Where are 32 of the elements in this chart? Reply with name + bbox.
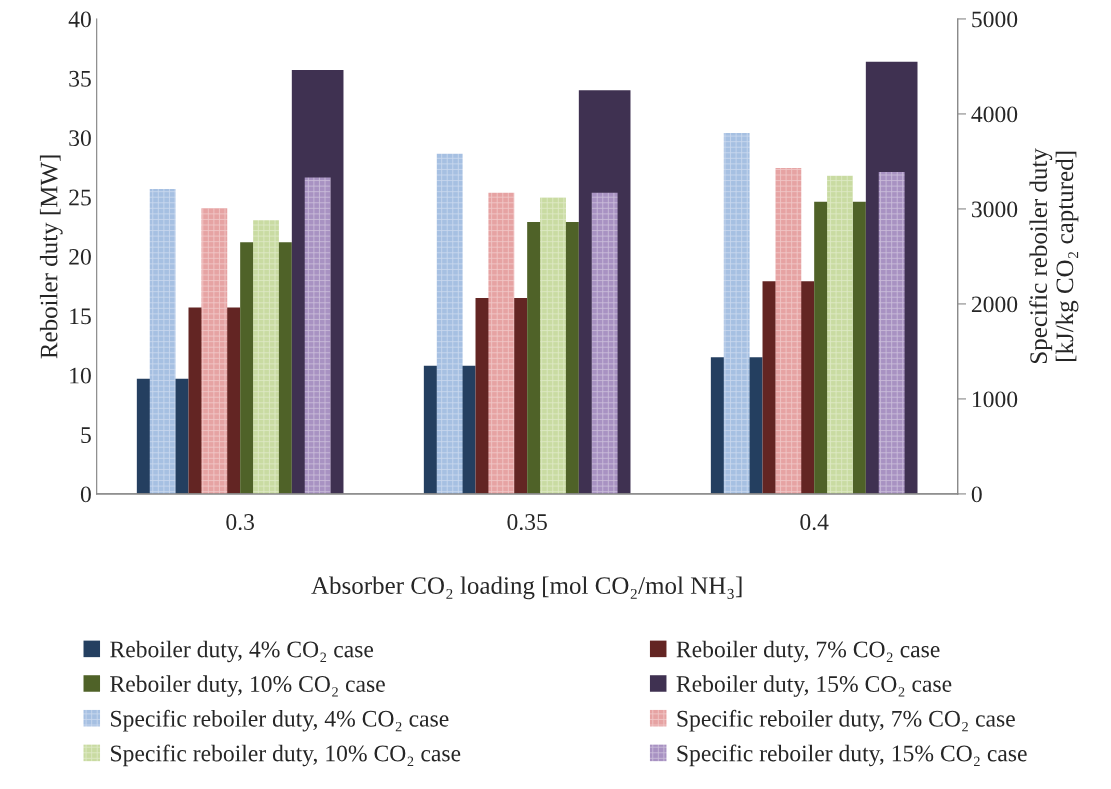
legend-label: Reboiler duty, 15% CO₂ case <box>676 675 952 697</box>
bar <box>304 177 331 494</box>
y-tick-label: 25 <box>69 189 91 206</box>
y-tick-label: 20 <box>69 248 91 265</box>
y-axis-title: Reboiler duty [MW] <box>39 155 63 359</box>
bar <box>591 192 618 494</box>
legend-label: Specific reboiler duty, 15% CO₂ case <box>677 744 1027 767</box>
y-tick-label: 30 <box>69 130 91 147</box>
x-axis-title: Absorber CO₂ loading [mol CO₂/mol NH₃] <box>311 576 742 600</box>
legend-label: Specific reboiler duty, 10% CO₂ case <box>111 744 461 767</box>
y2-tick-label: 0 <box>971 486 982 503</box>
y-tick-label: 5 <box>81 427 91 443</box>
legend-label: Reboiler duty, 7% CO₂ case <box>676 640 940 663</box>
y-tick-label: 40 <box>68 11 91 28</box>
x-tick-label: 0.3 <box>226 514 254 531</box>
y2-tick-label: 1000 <box>972 391 1018 408</box>
legend-label: Reboiler duty, 10% CO₂ case <box>110 675 385 697</box>
bar <box>878 171 905 494</box>
legend-label: Reboiler duty, 4% CO₂ case <box>110 640 374 663</box>
y2-tick-label: 5000 <box>972 11 1018 28</box>
y-tick-label: 0 <box>80 486 91 503</box>
legend-label: Specific reboiler duty, 4% CO₂ case <box>111 709 449 732</box>
y2-tick-label: 2000 <box>971 296 1018 313</box>
legend-label: Specific reboiler duty, 7% CO₂ case <box>677 709 1015 732</box>
y2-tick-label: 3000 <box>972 201 1018 218</box>
x-tick-label: 0.4 <box>800 514 829 531</box>
y-tick-label: 35 <box>69 70 91 87</box>
y-tick-label: 10 <box>70 367 91 384</box>
y2-tick-label: 4000 <box>971 106 1018 123</box>
y2-axis-title: Specific reboiler duty [kJ/kg CO₂ captured] <box>1029 148 1079 364</box>
y-tick-label: 15 <box>70 308 91 325</box>
x-tick-label: 0.35 <box>507 514 547 531</box>
